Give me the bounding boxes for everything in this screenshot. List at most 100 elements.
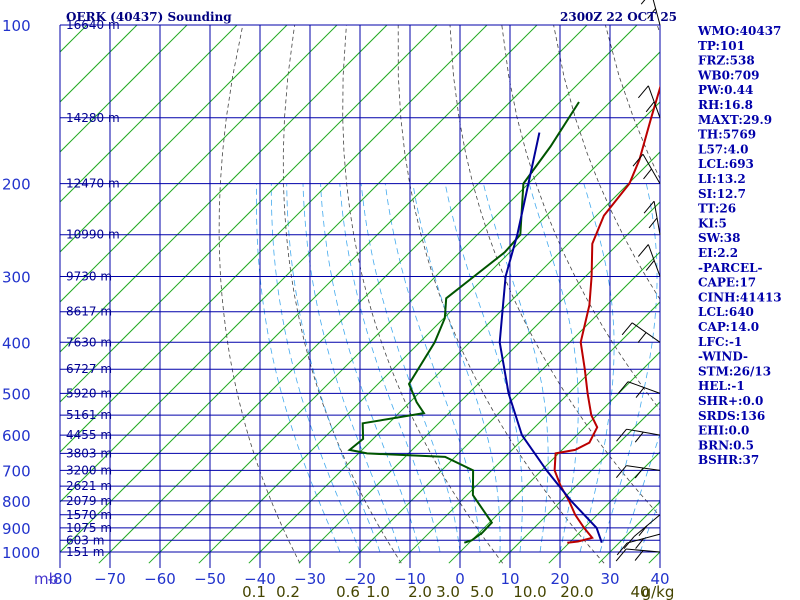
wind-barb <box>616 533 661 556</box>
index-value: EHI:0.0 <box>698 424 749 438</box>
pressure-tick-label: 1000 <box>2 544 40 562</box>
wind-barb <box>643 200 661 235</box>
height-label: 8617 m <box>66 305 112 319</box>
index-value: CINH:41413 <box>698 290 782 304</box>
wind-barb <box>637 85 661 118</box>
temperature-tick-label: −60 <box>144 570 176 588</box>
mixing-ratio-label: 2.0 <box>408 583 432 600</box>
height-label: 7630 m <box>66 335 112 349</box>
isotherm-line <box>148 51 660 564</box>
dry-adiabat-line <box>218 25 301 564</box>
index-value: MAXT:29.9 <box>698 113 772 127</box>
height-label: 2621 m <box>66 479 112 493</box>
height-label: 9730 m <box>66 269 112 283</box>
index-value: SHR+:0.0 <box>698 394 763 408</box>
wind-barb-flag <box>643 168 652 180</box>
temperature-tick-label: −40 <box>244 570 276 588</box>
wind-barb-flag <box>634 550 644 561</box>
wind-barb-shaft <box>626 548 661 553</box>
index-value: -PARCEL- <box>698 261 763 275</box>
wind-barb <box>632 153 661 184</box>
temperature-tick-label: −30 <box>294 570 326 588</box>
wind-barb-flag <box>616 542 628 556</box>
wind-barb-flag <box>632 153 644 167</box>
isotherm-line <box>298 201 660 564</box>
isotherm-line <box>98 25 638 564</box>
wind-barbs <box>615 0 661 562</box>
index-value: WMO:40437 <box>697 24 781 38</box>
pressure-tick-label: 700 <box>2 462 31 480</box>
temperature-tick-label: 0 <box>455 570 465 588</box>
index-value: KI:5 <box>698 216 727 230</box>
height-label: 6727 m <box>66 362 112 376</box>
index-value: -WIND- <box>698 350 748 364</box>
index-value: TH:5769 <box>698 128 756 142</box>
height-label: 3803 m <box>66 446 112 460</box>
mixing-ratio-label: 40 <box>630 583 649 600</box>
wind-barb-flag <box>645 260 655 271</box>
height-label: 5161 m <box>66 408 112 422</box>
temperature-tick-label: −10 <box>394 570 426 588</box>
mixing-ratio-label: 0.1 <box>242 583 266 600</box>
mixing-ratio-label: 20.0 <box>560 583 593 600</box>
chart-title: OERK (40437) Sounding <box>66 10 232 24</box>
wind-barb-flag <box>616 428 627 442</box>
temperature-tick-label: −50 <box>194 570 226 588</box>
sounding-line <box>553 84 660 544</box>
temperature-tick-labels: -80 −70 −60 −50 −40 −30 −20 −10 0 10 20 30 40 <box>48 570 670 588</box>
dry-adiabat-line <box>501 25 660 411</box>
wind-barb-flag <box>640 0 646 5</box>
index-value: L57:4.0 <box>698 142 748 156</box>
dry-adiabat-line <box>553 25 660 300</box>
isotherm-line <box>498 401 660 564</box>
index-value: TT:26 <box>698 202 736 216</box>
height-label: 1075 m <box>66 521 112 535</box>
wind-barb-flag <box>647 8 656 19</box>
x-axis-unit: mb <box>34 570 58 588</box>
index-value: CAP:14.0 <box>698 320 759 334</box>
wind-barb-shaft <box>627 381 661 394</box>
isotherms <box>60 25 660 564</box>
moist-adiabat-line <box>412 183 501 552</box>
pressure-tick-label: 100 <box>2 17 31 35</box>
isotherm-line <box>60 25 538 503</box>
isotherm-line <box>60 25 588 553</box>
temperature-tick-label: −70 <box>94 570 126 588</box>
height-label: 3200 m <box>66 463 112 477</box>
temperature-tick-label: 20 <box>550 570 569 588</box>
moist-adiabat-line <box>528 183 579 553</box>
index-value: LI:13.2 <box>698 172 746 186</box>
wind-barb-flag <box>621 322 633 336</box>
index-value: LCL:693 <box>698 157 754 171</box>
height-label: 2079 m <box>66 494 112 508</box>
vertical-grid <box>59 25 661 568</box>
moist-adiabat-line <box>483 183 549 553</box>
index-value: LCL:640 <box>698 305 754 319</box>
mixing-ratio-label: 5.0 <box>470 583 494 600</box>
index-value: EI:2.2 <box>698 246 738 260</box>
isotherm-line <box>60 25 138 103</box>
height-label: 1570 m <box>66 508 112 522</box>
isotherm-line <box>448 351 660 564</box>
wind-barb <box>616 428 661 443</box>
pressure-tick-label: 600 <box>2 427 31 445</box>
pressure-tick-label: 900 <box>2 520 31 538</box>
wind-barb-flag <box>648 217 658 229</box>
wind-barb <box>617 381 661 398</box>
height-label: 14280 m <box>66 111 120 125</box>
mixing-ratio-label: 0.6 <box>336 583 360 600</box>
wind-barb-flag <box>615 548 627 562</box>
wind-barb-flag <box>637 332 647 343</box>
height-label: 151 m <box>66 545 104 559</box>
isotherm-line <box>248 151 660 564</box>
indices-panel: WMO:40437TP:101FRZ:538WB0:709PW:0.44RH:1… <box>697 24 782 467</box>
temperature-tick-label: 30 <box>600 570 619 588</box>
isotherm-line <box>398 301 660 564</box>
height-label: 4455 m <box>66 428 112 442</box>
wind-barb-flag <box>635 387 645 398</box>
temperature-tick-label: -80 <box>48 570 73 588</box>
mixing-ratio-label: 3.0 <box>436 583 460 600</box>
index-value: PW:0.44 <box>698 83 753 97</box>
height-label: 5920 m <box>66 386 112 400</box>
index-value: WB0:709 <box>697 68 759 82</box>
